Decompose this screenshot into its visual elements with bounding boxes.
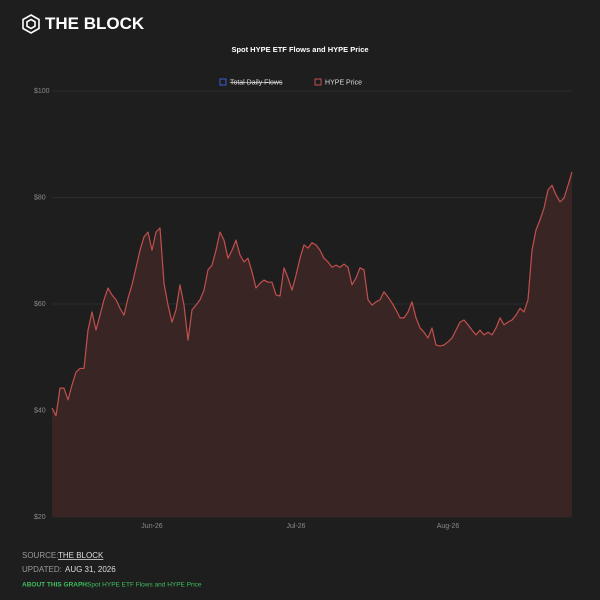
source-link[interactable]: THE BLOCK: [58, 551, 104, 560]
x-tick-label: Jul-26: [286, 523, 305, 530]
logo-icon: [22, 14, 40, 34]
y-tick-label: $60: [34, 301, 46, 308]
y-tick-label: $80: [34, 194, 46, 201]
area: [52, 171, 572, 517]
legend-swatch: [314, 78, 322, 86]
updated-date: AUG 31, 2026: [65, 565, 116, 574]
y-tick-label: $100: [34, 88, 50, 95]
legend-label[interactable]: Total Daily Flows: [230, 79, 283, 86]
source-label: SOURCE:: [22, 551, 58, 560]
chart-title: Spot HYPE ETF Flows and HYPE Price: [231, 45, 368, 54]
y-tick-label: $20: [34, 514, 46, 521]
legend-swatch: [219, 78, 227, 86]
x-tick-label: Jun-26: [141, 523, 163, 530]
y-tick-label: $40: [34, 407, 46, 414]
updated-label: UPDATED:: [22, 565, 62, 574]
logo-text: THE BLOCK: [45, 14, 145, 33]
line: [51, 171, 573, 417]
plot: $20 $40 $60 $80 $100 Jun-26 Jul-26 Aug-26 Total …: [34, 78, 573, 530]
about-label: ABOUT THIS GRAPH:: [22, 582, 89, 589]
x-tick-label: Aug-26: [437, 523, 460, 530]
legend-label[interactable]: HYPE Price: [325, 79, 362, 86]
about-text: Spot HYPE ETF Flows and HYPE Price: [87, 582, 202, 589]
